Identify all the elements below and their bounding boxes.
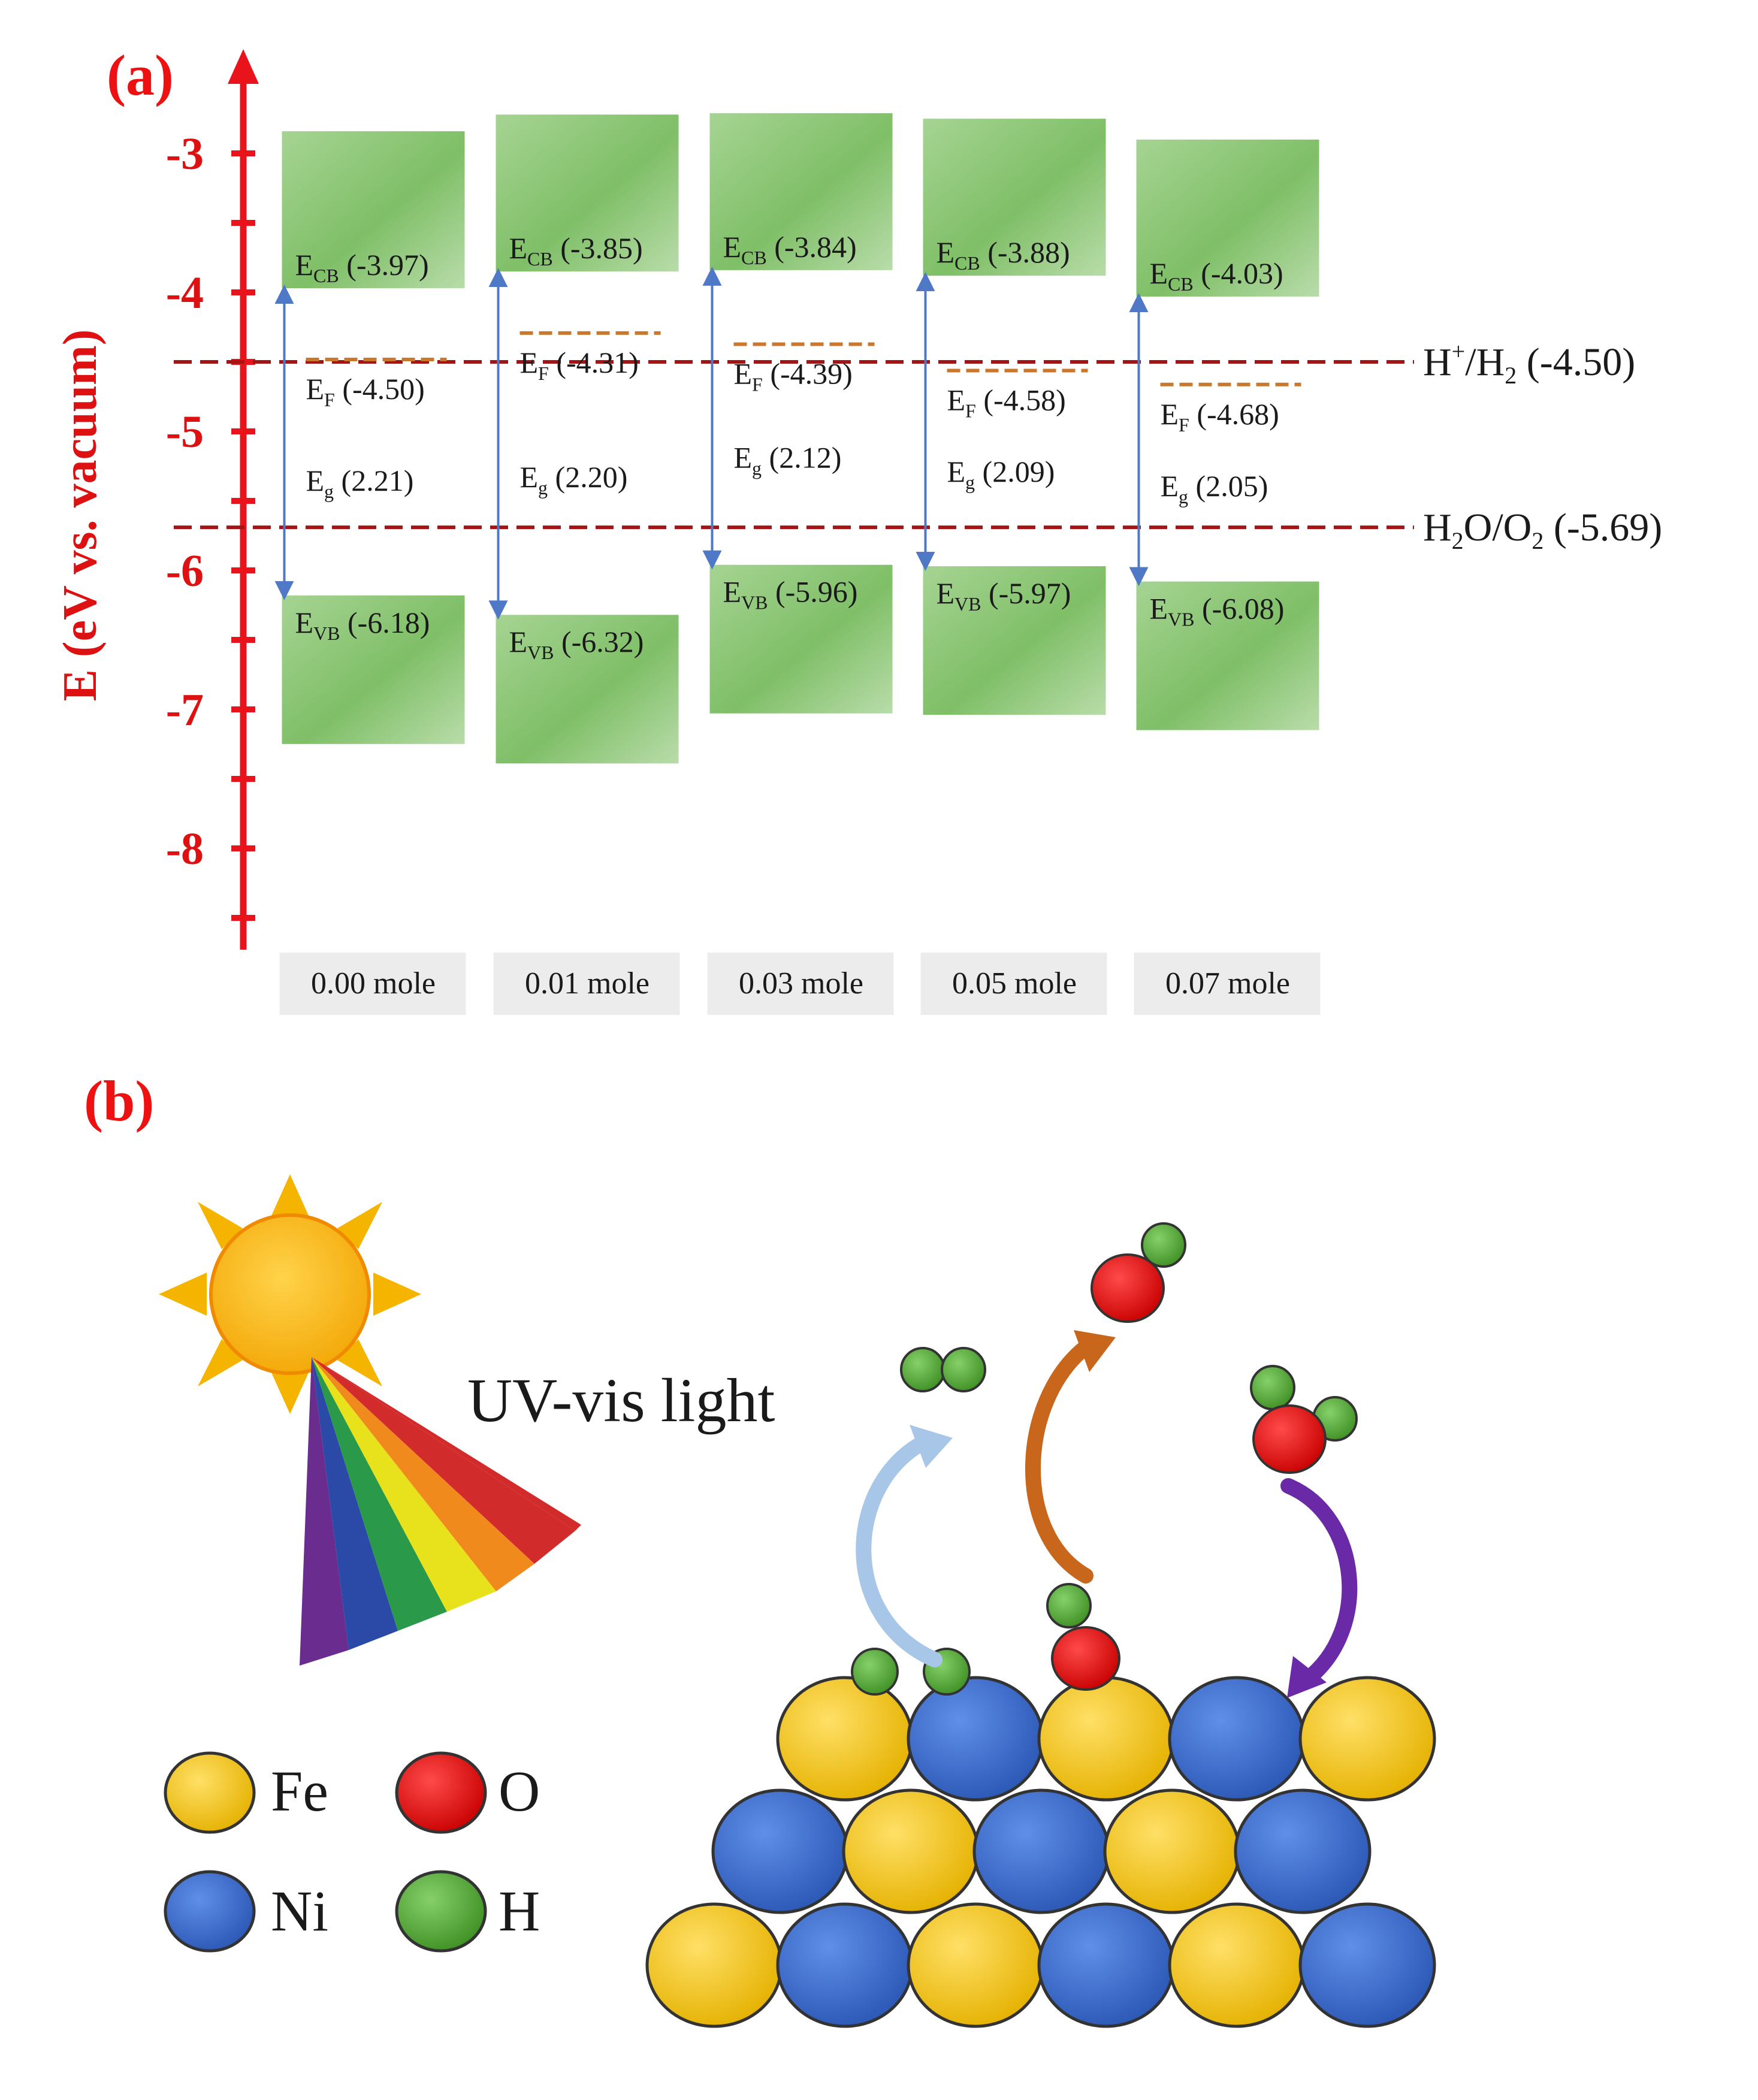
ecb-label: ECB (-4.03)	[1150, 256, 1283, 295]
svg-text:H: H	[499, 1879, 540, 1943]
sample-box	[493, 953, 680, 1015]
svg-text:Fe: Fe	[271, 1759, 328, 1823]
eg-label: Eg (2.21)	[306, 464, 414, 502]
sample-column: ECB (-4.03) EF (-4.68) Eg (2.05) EVB (-6.08…	[1129, 139, 1321, 1015]
legend-item-h: H	[395, 1870, 540, 1953]
panel-b-label: (b)	[84, 1069, 154, 1133]
eg-label: Eg (2.09)	[947, 455, 1055, 493]
adsorbed-hydroxyl	[1046, 1583, 1120, 1691]
sample-label: 0.00 mole	[311, 966, 436, 1001]
valence-band-block	[496, 615, 679, 764]
sample-label: 0.03 mole	[739, 966, 863, 1001]
conduction-band-block	[282, 131, 465, 289]
sample-column: ECB (-3.88) EF (-4.58) Eg (2.09) EVB (-5.97…	[916, 119, 1107, 1015]
sample-column: ECB (-3.97) EF (-4.50) Eg (2.21) EVB (-6.18…	[274, 131, 466, 1015]
h2-molecule	[900, 1347, 986, 1392]
y-tick-label: -7	[166, 685, 204, 735]
panel-a-label: (a)	[107, 43, 174, 107]
ef-label: EF (-4.39)	[734, 356, 853, 395]
band-diagram-panel: (a) -3 -4 -5 -6 -7 -8 E (eV vs. vacuum) H+/H2…	[54, 43, 1662, 1015]
sample-box	[1134, 953, 1321, 1015]
eg-label: Eg (2.05)	[1161, 469, 1268, 507]
evb-label: EVB (-6.18)	[295, 606, 430, 644]
y-tick-label: -5	[166, 407, 204, 457]
valence-band-block	[282, 595, 465, 744]
ecb-label: ECB (-3.97)	[295, 248, 429, 286]
conduction-band-block	[709, 113, 893, 270]
h2o-molecule	[1250, 1365, 1358, 1474]
y-tick-label: -3	[166, 129, 204, 179]
uv-vis-light-label: UV-vis light	[467, 1366, 775, 1435]
water-adsorption-arrow	[1280, 1478, 1358, 1698]
sample-columns: ECB (-3.97) EF (-4.50) Eg (2.21) EVB (-6.18…	[274, 113, 1321, 1015]
ef-label: EF (-4.50)	[306, 372, 425, 410]
sample-column: ECB (-3.84) EF (-4.39) Eg (2.12) EVB (-5.96…	[702, 113, 894, 1015]
sample-label: 0.07 mole	[1165, 966, 1290, 1001]
valence-band-block	[1136, 581, 1319, 730]
sample-label: 0.01 mole	[525, 966, 650, 1001]
y-axis-title: E (eV vs. vacuum)	[54, 330, 107, 702]
sample-column: ECB (-3.85) EF (-4.31) Eg (2.20) EVB (-6.32…	[488, 114, 680, 1015]
sun-icon	[159, 1174, 421, 1414]
ecb-label: ECB (-3.85)	[509, 231, 643, 270]
conduction-band-block	[496, 114, 679, 272]
valence-band-block	[923, 566, 1106, 715]
ef-label: EF (-4.58)	[947, 383, 1066, 422]
oh-molecule	[1091, 1222, 1186, 1323]
y-tick-label: -6	[166, 546, 204, 596]
fe-ni-lattice	[645, 1676, 1436, 2028]
conduction-band-block	[1136, 139, 1319, 297]
light-spectrum-icon	[300, 1357, 581, 1666]
legend-item-fe: Fe	[164, 1751, 328, 1834]
ef-label: EF (-4.31)	[520, 346, 639, 384]
energy-axis: -3 -4 -5 -6 -7 -8	[166, 49, 259, 950]
element-legend: Fe O Ni H	[164, 1751, 540, 1953]
ecb-label: ECB (-3.84)	[723, 230, 857, 268]
h-plus-h2-label: H+/H2 (-4.50)	[1423, 338, 1635, 389]
oh-release-arrow	[1025, 1330, 1116, 1584]
redox-reference-lines: H+/H2 (-4.50) H2O/O2 (-5.69)	[174, 338, 1662, 554]
sample-box	[920, 953, 1107, 1015]
y-tick-label: -4	[166, 268, 204, 318]
photocatalysis-scheme-panel: (b) UV-vis light	[84, 1069, 1436, 2028]
h2o-o2-label: H2O/O2 (-5.69)	[1423, 506, 1662, 554]
axis-arrow-head	[228, 49, 259, 84]
ecb-label: ECB (-3.88)	[937, 235, 1070, 274]
svg-text:Ni: Ni	[271, 1879, 328, 1943]
evb-label: EVB (-5.96)	[723, 575, 858, 614]
sample-label: 0.05 mole	[952, 966, 1077, 1001]
eg-label: Eg (2.20)	[520, 460, 628, 498]
sample-box	[707, 953, 894, 1015]
svg-text:O: O	[499, 1759, 540, 1823]
evb-label: EVB (-6.08)	[1150, 592, 1285, 630]
eg-label: Eg (2.12)	[734, 441, 842, 479]
y-tick-label: -8	[166, 824, 204, 874]
ef-label: EF (-4.68)	[1161, 397, 1279, 436]
legend-item-o: O	[395, 1751, 540, 1834]
evb-label: EVB (-6.32)	[509, 625, 644, 663]
conduction-band-block	[923, 119, 1106, 276]
legend-item-ni: Ni	[164, 1870, 328, 1953]
sample-box	[279, 953, 466, 1015]
valence-band-block	[709, 564, 893, 714]
h2-release-arrow	[856, 1425, 953, 1667]
adsorbed-hydrogen-atoms	[851, 1648, 971, 1696]
evb-label: EVB (-5.97)	[937, 576, 1071, 615]
